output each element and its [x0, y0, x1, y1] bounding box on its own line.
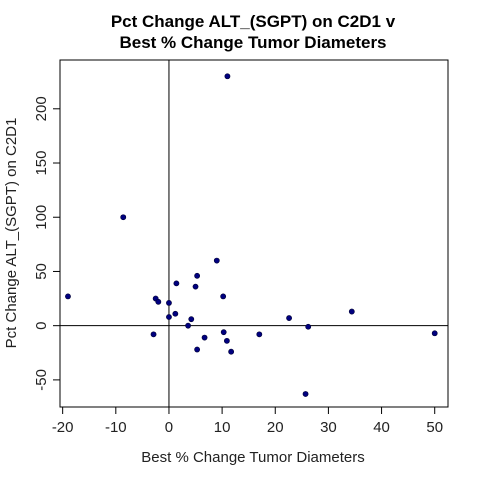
data-point — [166, 299, 172, 306]
data-points — [65, 73, 438, 397]
data-point — [228, 348, 235, 355]
data-point — [194, 346, 201, 353]
data-point — [431, 330, 438, 337]
data-point — [224, 73, 231, 80]
data-point — [223, 337, 230, 344]
x-axis: -20 -10 0 10 20 30 40 50 — [52, 407, 443, 436]
x-tick-label: 40 — [373, 419, 390, 436]
y-tick-label: 200 — [33, 96, 50, 121]
y-tick-label: 50 — [33, 263, 50, 280]
data-point — [188, 316, 195, 323]
data-point — [305, 323, 312, 330]
x-tick-label: 10 — [214, 419, 231, 436]
data-point — [150, 331, 157, 338]
plot-frame — [59, 59, 449, 408]
x-tick-label: 30 — [320, 419, 337, 436]
data-point — [286, 315, 292, 321]
data-point — [194, 272, 201, 279]
y-tick-label: 150 — [33, 151, 50, 176]
reference-lines — [60, 60, 448, 407]
data-point — [65, 293, 71, 300]
data-point — [213, 257, 220, 264]
data-point — [185, 322, 191, 329]
x-tick-label: -10 — [105, 419, 127, 436]
data-point — [256, 331, 263, 338]
y-tick-label: 0 — [33, 322, 50, 330]
data-point — [192, 283, 199, 290]
data-point — [201, 334, 208, 341]
data-point — [348, 308, 355, 315]
data-point — [173, 280, 180, 287]
x-axis-label: Best % Change Tumor Diameters — [141, 449, 364, 466]
x-tick-label: -20 — [52, 419, 74, 436]
chart-title-line-2: Best % Change Tumor Diameters — [119, 33, 386, 52]
data-point — [220, 293, 227, 300]
data-point — [166, 314, 172, 320]
y-axis-label: Pct Change ALT_(SGPT) on C2D1 — [3, 118, 20, 349]
chart-title-line-1: Pct Change ALT_(SGPT) on C2D1 v — [111, 12, 396, 31]
y-tick-label: 100 — [33, 205, 50, 230]
y-tick-label: -50 — [33, 369, 50, 391]
data-point — [302, 391, 309, 397]
y-axis: -50 0 50 100 150 200 — [33, 96, 60, 391]
data-point — [120, 214, 127, 221]
x-tick-label: 20 — [267, 419, 284, 436]
x-tick-label: 0 — [165, 419, 173, 436]
data-point — [155, 298, 162, 305]
data-point — [172, 310, 179, 317]
data-point — [220, 329, 227, 336]
x-tick-label: 50 — [426, 419, 443, 436]
